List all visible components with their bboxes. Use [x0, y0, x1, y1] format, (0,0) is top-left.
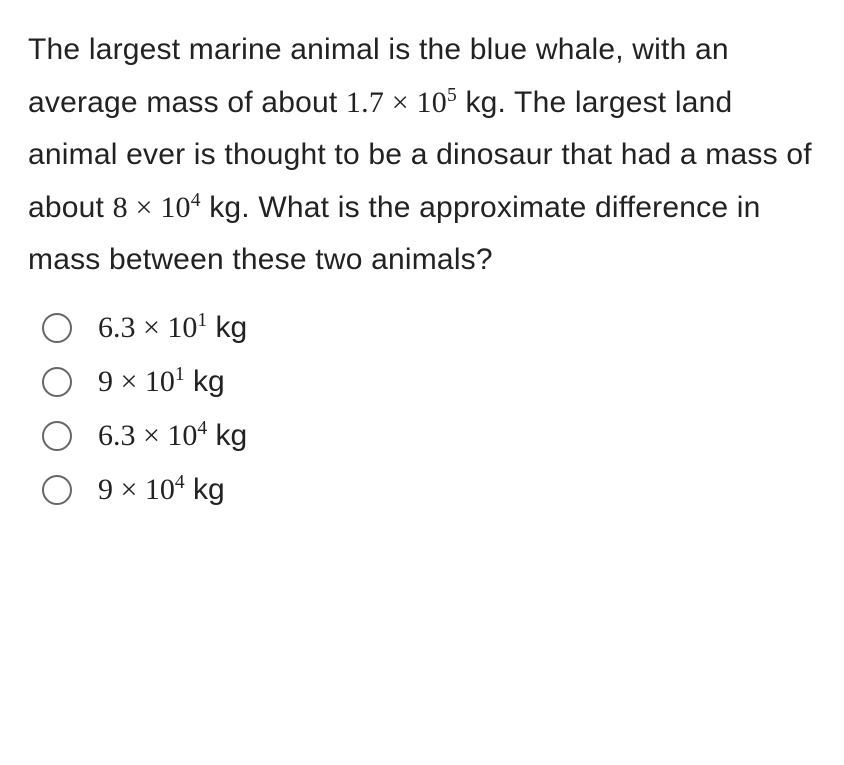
radio-icon[interactable] [42, 367, 72, 397]
radio-icon[interactable] [42, 421, 72, 451]
options-list: 6.3 × 101 kg 9 × 101 kg 6.3 × 104 kg 9 ×… [28, 313, 816, 505]
radio-icon[interactable] [42, 313, 72, 343]
question-text: The largest marine animal is the blue wh… [28, 24, 816, 287]
option-c[interactable]: 6.3 × 104 kg [42, 421, 816, 451]
option-label: 9 × 104 kg [98, 475, 225, 505]
option-label: 6.3 × 104 kg [98, 421, 247, 451]
option-label: 9 × 101 kg [98, 367, 225, 397]
option-label: 6.3 × 101 kg [98, 313, 247, 343]
option-b[interactable]: 9 × 101 kg [42, 367, 816, 397]
option-a[interactable]: 6.3 × 101 kg [42, 313, 816, 343]
radio-icon[interactable] [42, 475, 72, 505]
option-d[interactable]: 9 × 104 kg [42, 475, 816, 505]
